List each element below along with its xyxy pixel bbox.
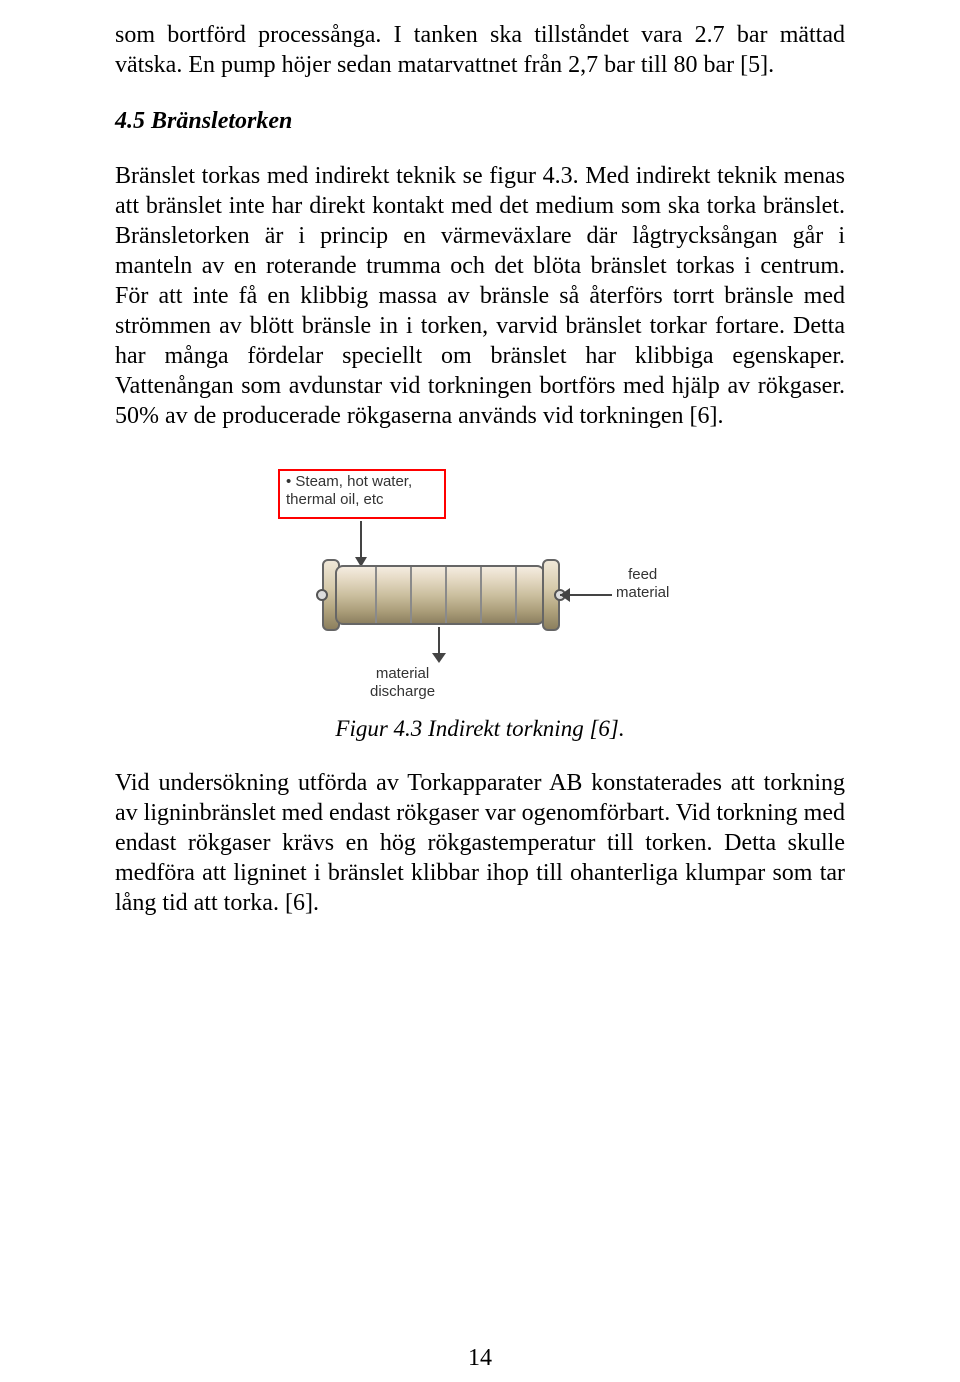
steam-arrow-line bbox=[360, 521, 362, 561]
feed-label-l1: feed bbox=[616, 566, 669, 584]
paragraph-bottom: Vid undersökning utförda av Torkapparate… bbox=[115, 768, 845, 918]
drum-hub-left bbox=[316, 589, 328, 601]
steam-box-line2: thermal oil, etc bbox=[286, 491, 438, 509]
steam-box-line1: • Steam, hot water, bbox=[286, 473, 438, 491]
feed-arrow-head bbox=[560, 588, 570, 602]
steam-box: • Steam, hot water, thermal oil, etc bbox=[278, 469, 446, 519]
drum-band bbox=[410, 567, 412, 623]
discharge-label: material discharge bbox=[370, 665, 435, 701]
drum-band bbox=[445, 567, 447, 623]
figure-container: • Steam, hot water, thermal oil, etc fee… bbox=[115, 469, 845, 694]
section-heading: 4.5 Bränsletorken bbox=[115, 108, 845, 135]
drum-body bbox=[335, 565, 545, 625]
paragraph-intro: som bortförd processånga. I tanken ska t… bbox=[115, 20, 845, 80]
feed-label-l2: material bbox=[616, 584, 669, 602]
drum-band bbox=[480, 567, 482, 623]
figure-caption: Figur 4.3 Indirekt torkning [6]. bbox=[115, 716, 845, 742]
discharge-label-l1: material bbox=[370, 665, 435, 683]
page-number: 14 bbox=[0, 1345, 960, 1372]
discharge-label-l2: discharge bbox=[370, 683, 435, 701]
paragraph-main: Bränslet torkas med indirekt teknik se f… bbox=[115, 161, 845, 431]
drum-band bbox=[515, 567, 517, 623]
discharge-arrow-head bbox=[432, 653, 446, 663]
feed-label: feed material bbox=[616, 566, 669, 602]
dryer-diagram: • Steam, hot water, thermal oil, etc fee… bbox=[260, 469, 700, 689]
drum-band bbox=[375, 567, 377, 623]
